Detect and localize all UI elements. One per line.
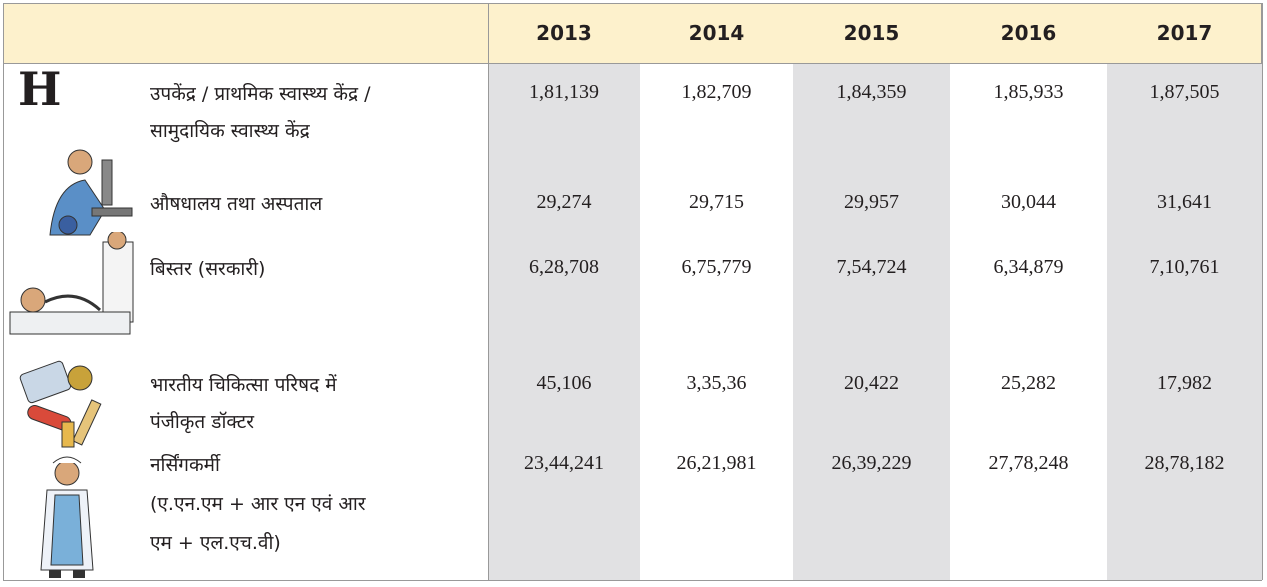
cell-value: 29,274 [488, 191, 640, 214]
cell-value: 29,957 [793, 191, 950, 214]
row-label: औषधालय तथा अस्पताल [150, 190, 322, 216]
icon-hospital-bed [5, 232, 145, 352]
cell-value: 31,641 [1107, 191, 1262, 214]
cell-value: 45,106 [488, 372, 640, 395]
icon-medicines [12, 360, 132, 450]
cell-value: 1,82,709 [640, 81, 793, 104]
column-shade [1107, 64, 1262, 580]
icon-h: H [18, 62, 61, 116]
column-header: 2015 [793, 3, 950, 64]
column-header: 2016 [950, 3, 1107, 64]
cell-value: 29,715 [640, 191, 793, 214]
border [3, 580, 1262, 581]
row-label: नर्सिंगकर्मी [150, 451, 220, 477]
column-shade [488, 64, 640, 580]
icon-microscope [30, 140, 140, 240]
column-header: 2013 [488, 3, 640, 64]
row-label: पंजीकृत डॉक्टर [150, 408, 254, 434]
cell-value: 7,10,761 [1107, 256, 1262, 279]
cell-value: 20,422 [793, 372, 950, 395]
column-shade [793, 64, 950, 580]
cell-value: 1,85,933 [950, 81, 1107, 104]
cell-value: 1,81,139 [488, 81, 640, 104]
row-label: सामुदायिक स्वास्थ्य केंद्र [150, 117, 310, 143]
cell-value: 28,78,182 [1107, 452, 1262, 475]
cell-value: 6,34,879 [950, 256, 1107, 279]
cell-value: 25,282 [950, 372, 1107, 395]
cell-value: 7,54,724 [793, 256, 950, 279]
cell-value: 6,28,708 [488, 256, 640, 279]
row-label: बिस्तर (सरकारी) [150, 255, 265, 281]
column-header: 2017 [1107, 3, 1262, 64]
icon-nurse [25, 455, 115, 580]
cell-value: 1,87,505 [1107, 81, 1262, 104]
cell-value: 1,84,359 [793, 81, 950, 104]
column-header: 2014 [640, 3, 793, 64]
row-label: एम + एल.एच.वी) [150, 529, 281, 555]
row-label: (ए.एन.एम + आर एन एवं आर [150, 490, 366, 516]
page: H 20132014201520162017 उपकेंद्र / प्राथमि… [0, 0, 1267, 587]
cell-value: 17,982 [1107, 372, 1262, 395]
row-label: उपकेंद्र / प्राथमिक स्वास्थ्य केंद्र / [150, 80, 371, 106]
cell-value: 26,39,229 [793, 452, 950, 475]
cell-value: 26,21,981 [640, 452, 793, 475]
cell-value: 27,78,248 [950, 452, 1107, 475]
cell-value: 3,35,36 [640, 372, 793, 395]
cell-value: 6,75,779 [640, 256, 793, 279]
row-label: भारतीय चिकित्सा परिषद में [150, 371, 337, 397]
cell-value: 30,044 [950, 191, 1107, 214]
border [1262, 3, 1263, 580]
cell-value: 23,44,241 [488, 452, 640, 475]
border [3, 3, 4, 580]
